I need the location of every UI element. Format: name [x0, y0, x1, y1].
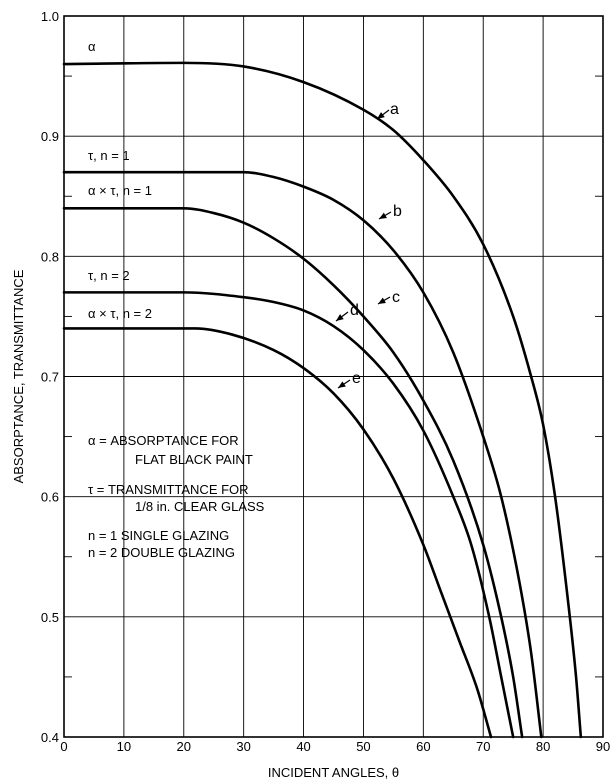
arrow-head: [377, 112, 385, 119]
curve-letter-c: c: [392, 289, 400, 306]
curve-labels: α τ, n = 1 α × τ, n = 1 τ, n = 2 α × τ, …: [88, 39, 152, 321]
curve-arrows: [335, 109, 392, 389]
y-tick-label: 0.4: [41, 730, 59, 745]
y-tick-label: 0.5: [41, 610, 59, 625]
x-tick-label: 80: [536, 739, 550, 754]
y-tick-label: 0.8: [41, 249, 59, 264]
arrow-head: [336, 314, 344, 321]
legend-tau-line2: 1/8 in. CLEAR GLASS: [135, 499, 265, 514]
curve-label-e: α × τ, n = 2: [88, 306, 152, 321]
curve-letter-e: e: [352, 370, 361, 387]
legend-alpha-line1: α = ABSORPTANCE FOR: [88, 433, 239, 448]
legend-n-line1: n = 1 SINGLE GLAZING: [88, 528, 229, 543]
curve-d: [62, 291, 515, 739]
legend-n-line2: n = 2 DOUBLE GLAZING: [88, 545, 235, 560]
x-tick-label: 20: [177, 739, 191, 754]
arrow-head: [379, 212, 387, 219]
x-tick-label: 30: [236, 739, 250, 754]
y-tick-label: 0.7: [41, 370, 59, 385]
y-tick-label: 0.6: [41, 490, 59, 505]
curves: [62, 61, 583, 739]
curve-letters: a b c d e: [350, 101, 402, 387]
x-tick-label: 10: [117, 739, 131, 754]
arrow-head: [338, 381, 346, 388]
curve-b: [62, 170, 543, 739]
x-axis-label: INCIDENT ANGLES, θ: [268, 765, 399, 780]
y-tick-label: 0.9: [41, 129, 59, 144]
legend: α = ABSORPTANCE FOR FLAT BLACK PAINT τ =…: [88, 433, 265, 560]
x-tick-label: 0: [60, 739, 67, 754]
x-tick-label: 40: [296, 739, 310, 754]
curve-label-b: τ, n = 1: [88, 148, 130, 163]
curve-letter-b: b: [393, 203, 402, 220]
curve-label-a: α: [88, 39, 96, 54]
curve-label-d: τ, n = 2: [88, 268, 130, 283]
x-tick-label: 60: [416, 739, 430, 754]
curve-e: [62, 327, 493, 739]
x-tick-label: 90: [596, 739, 610, 754]
curve-a: [62, 61, 583, 739]
legend-alpha-line2: FLAT BLACK PAINT: [135, 452, 253, 467]
curve-letter-d: d: [350, 302, 359, 319]
legend-tau-line1: τ = TRANSMITTANCE FOR: [88, 482, 249, 497]
y-axis-label: ABSORPTANCE, TRANSMITTANCE: [11, 269, 26, 483]
curve-label-c: α × τ, n = 1: [88, 183, 152, 198]
curve-c: [62, 206, 524, 739]
tick-labels: 0 10 20 30 40 50 60 70 80 90 0.4 0.5 0.6 0.7 0.8 0.9 1.0: [41, 9, 610, 754]
x-tick-label: 70: [476, 739, 490, 754]
curve-letter-a: a: [390, 101, 399, 118]
grid: [64, 15, 603, 737]
y-tick-label: 1.0: [41, 9, 59, 24]
x-tick-label: 50: [356, 739, 370, 754]
arrow-head: [378, 297, 386, 304]
plot-frame: [63, 15, 604, 738]
